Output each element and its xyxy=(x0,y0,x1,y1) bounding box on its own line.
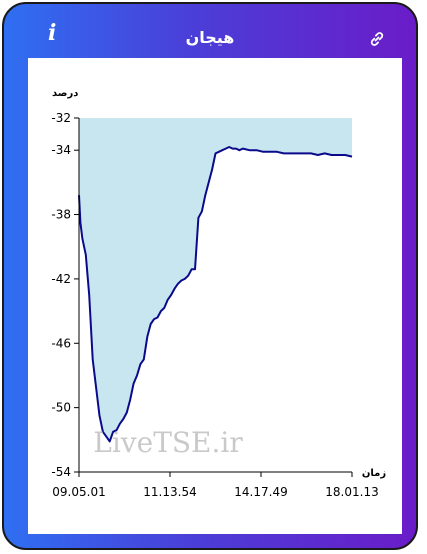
x-tick-label: 11.13.54 xyxy=(143,485,196,499)
series-line xyxy=(78,146,353,443)
y-tick-label: -42 xyxy=(51,272,71,286)
y-tick-label: -50 xyxy=(51,401,71,415)
watermark: LiveTSE.ir xyxy=(93,426,243,459)
y-tick-label: -54 xyxy=(51,465,71,479)
x-tick-label: 14.17.49 xyxy=(234,485,287,499)
info-icon[interactable]: i xyxy=(48,20,57,46)
x-tick-label: 09.05.01 xyxy=(52,485,105,499)
y-tick-label: -38 xyxy=(51,208,71,222)
page-title: هیجان xyxy=(185,28,235,47)
y-axis-label: درصد xyxy=(52,88,78,99)
header-bar: i هیجان xyxy=(4,4,416,58)
link-icon[interactable] xyxy=(368,30,386,48)
sentiment-area-chart: درصد زمان -32 -34 -38 -42 -46 -50 -54 09.05.01 1… xyxy=(51,88,386,499)
y-tick-label: -34 xyxy=(51,143,71,157)
x-axis-label: زمان xyxy=(362,468,386,479)
y-tick-label: -46 xyxy=(51,336,71,350)
chart-panel: درصد زمان -32 -34 -38 -42 -46 -50 -54 09.05.01 1… xyxy=(28,58,402,534)
x-tick-label: 18.01.13 xyxy=(325,485,378,499)
area-fill xyxy=(79,118,352,442)
y-tick-label: -32 xyxy=(51,111,71,125)
app-frame: i هیجان درصد زمان -32 -34 -38 -42 -46 -50 -54 0… xyxy=(2,2,418,550)
